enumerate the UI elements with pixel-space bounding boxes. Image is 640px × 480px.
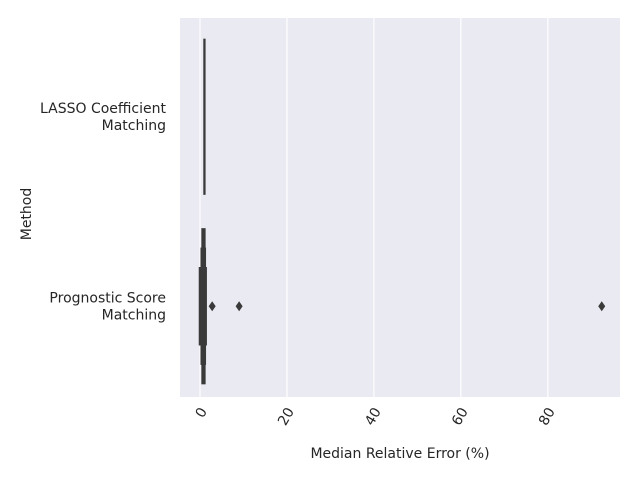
- boxen-box: [198, 267, 207, 346]
- y-axis-label: Method: [19, 188, 35, 241]
- x-tick-label: 20: [275, 405, 298, 428]
- x-tick-label: 60: [449, 405, 472, 428]
- outlier: [235, 301, 243, 312]
- outlier: [598, 301, 606, 312]
- x-tick-label: 0: [193, 405, 211, 421]
- y-tick-label: LASSO Coefficient Matching: [40, 101, 167, 134]
- y-tick-label: Prognostic Score Matching: [49, 290, 166, 323]
- plot-area: [180, 18, 620, 397]
- x-tick-label: 40: [362, 405, 385, 428]
- outlier: [208, 301, 216, 312]
- boxen-box: [203, 38, 206, 195]
- x-tick-label: 80: [536, 405, 559, 428]
- x-axis-label: Median Relative Error (%): [310, 446, 489, 462]
